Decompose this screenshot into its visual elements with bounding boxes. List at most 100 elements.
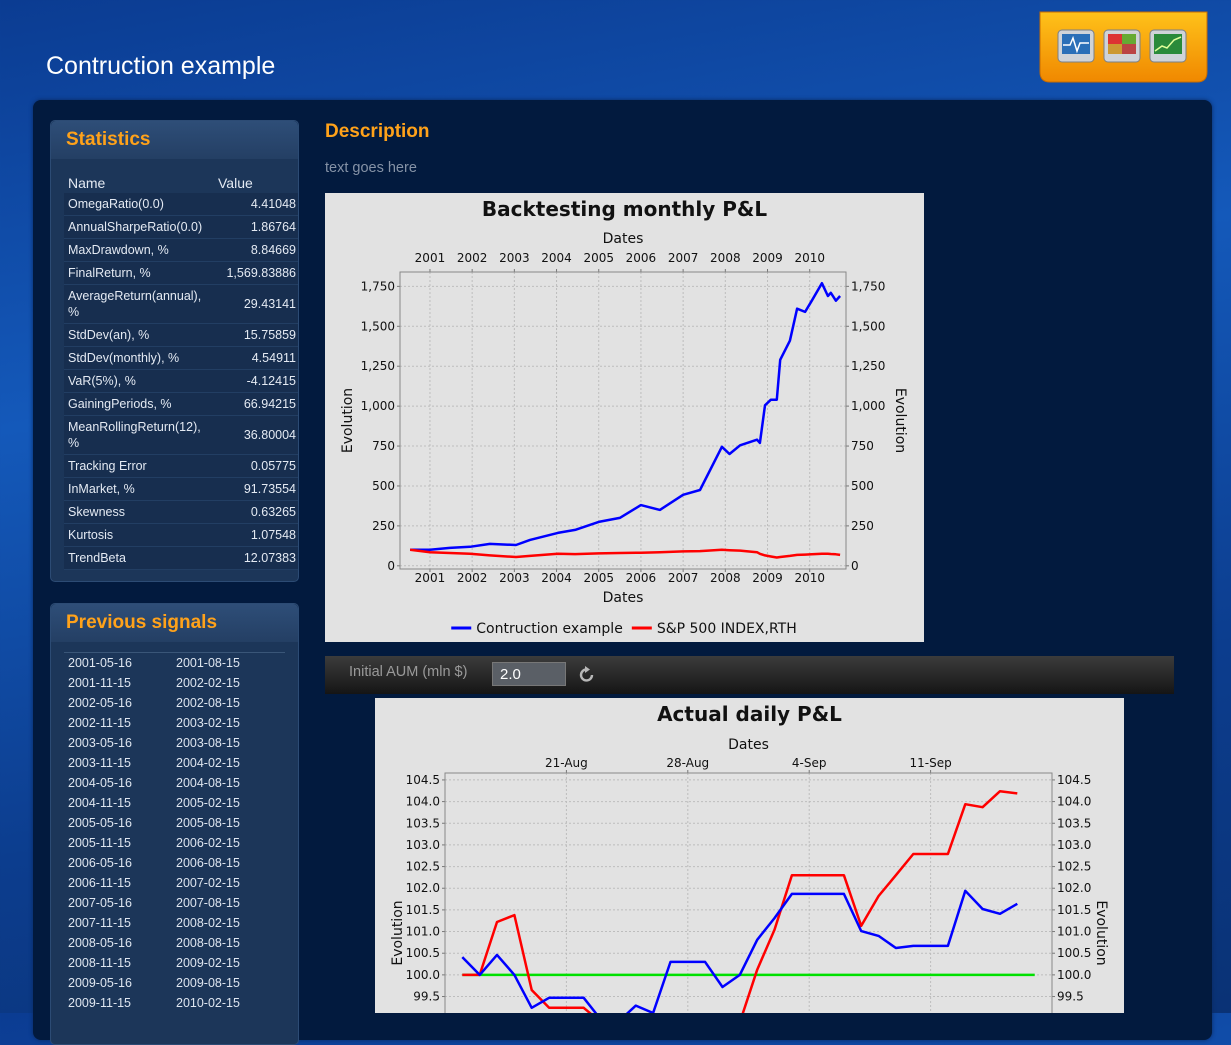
x-tick-label: 2009	[752, 251, 783, 265]
signal-date: 2006-02-15	[176, 836, 240, 850]
x-tick-label: 2008	[710, 251, 741, 265]
table-row: MeanRollingReturn(12), % 36.80004	[64, 415, 298, 455]
signal-date: 2009-02-15	[176, 956, 240, 970]
signal-date: 2004-08-15	[176, 776, 240, 790]
signal-date: 2007-11-15	[68, 916, 132, 930]
x-axis-label: Dates	[728, 737, 769, 753]
x-tick-label: 4-Sep	[792, 756, 827, 770]
table-header-row: Name Value	[64, 172, 298, 193]
signal-date: 2003-02-15	[176, 716, 240, 730]
y2-tick-label: 102.5	[1057, 860, 1091, 874]
stat-value: 12.07383	[210, 546, 298, 570]
stat-value: 0.05775	[210, 454, 298, 478]
table-row: Skewness 0.63265	[64, 500, 298, 524]
y2-tick-label: 750	[851, 439, 874, 453]
stat-name: Kurtosis	[64, 523, 210, 547]
y-tick-label: 1,750	[361, 279, 395, 293]
signal-date: 2005-08-15	[176, 816, 240, 830]
signal-date: 2006-11-15	[68, 876, 132, 890]
y-tick-label: 102.0	[406, 881, 440, 895]
y2-tick-label: 104.5	[1057, 773, 1091, 787]
signal-date: 2005-11-15	[68, 836, 132, 850]
x-tick-label: 2001	[415, 251, 446, 265]
aum-input[interactable]: 2.0	[492, 662, 566, 686]
refresh-button[interactable]	[577, 665, 597, 685]
signal-date: 2007-05-16	[68, 896, 132, 910]
page-title: Contruction example	[46, 52, 276, 80]
plot-area	[400, 272, 846, 569]
stat-value: 36.80004	[210, 415, 298, 455]
y2-tick-label: 100.5	[1057, 946, 1091, 960]
signal-date: 2007-02-15	[176, 876, 240, 890]
y-tick-label: 101.5	[406, 903, 440, 917]
y2-tick-label: 0	[851, 559, 859, 573]
series-line	[461, 889, 1018, 1013]
stat-name: GainingPeriods, %	[64, 392, 210, 416]
x-tick-label: 2001	[415, 571, 446, 585]
x-tick-label: 2003	[499, 571, 530, 585]
y2-tick-label: 103.0	[1057, 838, 1091, 852]
y2-tick-label: 103.5	[1057, 816, 1091, 830]
signal-date: 2003-11-15	[68, 756, 132, 770]
description-title: Description	[325, 121, 430, 142]
x-tick-label: 2002	[457, 571, 488, 585]
view-icon[interactable]	[1103, 29, 1141, 63]
signal-date: 2008-02-15	[176, 916, 240, 930]
table-row: FinalReturn, % 1,569.83886	[64, 261, 298, 285]
x-tick-label: 2005	[583, 251, 614, 265]
table-row: Tracking Error 0.05775	[64, 454, 298, 478]
y-tick-label: 104.5	[406, 773, 440, 787]
stat-value: 0.63265	[210, 500, 298, 524]
stat-value: 66.94215	[210, 392, 298, 416]
signal-date: 2007-08-15	[176, 896, 240, 910]
statistics-table: Name Value OmegaRatio(0.0) 4.41048 AnnualSha…	[64, 172, 298, 570]
signal-date: 2010-02-15	[176, 996, 240, 1010]
y2-tick-label: 101.5	[1057, 903, 1091, 917]
table-row: InMarket, % 91.73554	[64, 477, 298, 501]
legend-label: Contruction example	[476, 621, 623, 637]
y-tick-label: 101.0	[406, 925, 440, 939]
stat-name: StdDev(monthly), %	[64, 346, 210, 370]
x-axis-label: Dates	[603, 590, 644, 606]
y-tick-label: 100.5	[406, 946, 440, 960]
view-icon[interactable]	[1057, 29, 1095, 63]
stat-value: 1.86764	[210, 215, 298, 239]
signal-date: 2009-08-15	[176, 976, 240, 990]
signal-date: 2006-05-16	[68, 856, 132, 870]
chart-title: Actual daily P&L	[657, 702, 842, 726]
view-icon[interactable]	[1149, 29, 1187, 63]
signal-date: 2004-05-16	[68, 776, 132, 790]
signal-date: 2001-05-16	[68, 656, 132, 670]
y-tick-label: 1,500	[361, 319, 395, 333]
chart: 99.5 99.5 100.0 100.0 100.5 100.5 101.0 101.0 10…	[375, 698, 1124, 1013]
table-row: AverageReturn(annual), % 29.43141	[64, 284, 298, 324]
y-tick-label: 1,250	[361, 359, 395, 373]
stat-name: Skewness	[64, 500, 210, 524]
signal-date: 2008-08-15	[176, 936, 240, 950]
statistics-panel: Statistics Name Value OmegaRatio(0.0) 4.410…	[50, 120, 299, 582]
table-row: OmegaRatio(0.0) 4.41048	[64, 193, 298, 216]
x-tick-label: 28-Aug	[666, 756, 709, 770]
signal-date: 2004-11-15	[68, 796, 132, 810]
y2-tick-label: 101.0	[1057, 925, 1091, 939]
x-tick-label: 11-Sep	[909, 756, 951, 770]
stat-name: AnnualSharpeRatio(0.0)	[64, 215, 210, 239]
x-tick-label: 2007	[668, 251, 699, 265]
x-tick-label: 2003	[499, 251, 530, 265]
stat-value: 4.41048	[210, 193, 298, 216]
y-tick-label: 0	[387, 559, 395, 573]
plot-frame	[444, 772, 1053, 1013]
description-text: text goes here	[325, 160, 417, 176]
panel-header: Previous signals	[51, 604, 298, 642]
y2-tick-label: 104.0	[1057, 795, 1091, 809]
y-tick-label: 1,000	[361, 399, 395, 413]
signal-date: 2009-11-15	[68, 996, 132, 1010]
y2-tick-label: 1,500	[851, 319, 885, 333]
x-tick-label: 2002	[457, 251, 488, 265]
x-tick-label: 2006	[626, 251, 657, 265]
signal-date: 2002-05-16	[68, 696, 132, 710]
stat-value: 29.43141	[210, 284, 298, 324]
series-line	[410, 281, 842, 552]
stat-value: 1,569.83886	[210, 261, 298, 285]
column-header: Value	[218, 175, 253, 191]
